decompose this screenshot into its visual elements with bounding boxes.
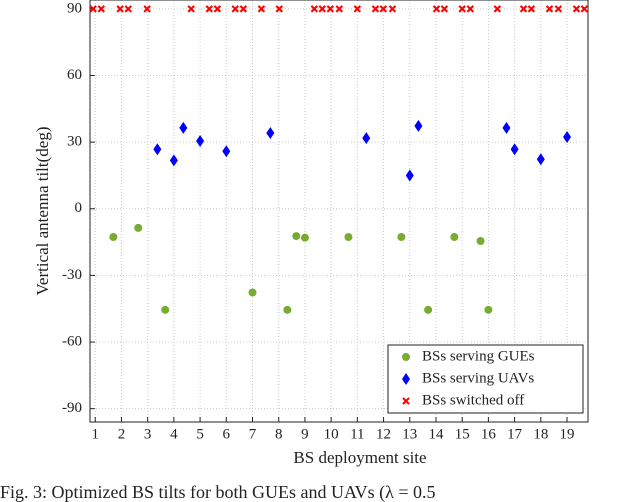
- point: [502, 121, 511, 134]
- x-tick-label: 15: [455, 426, 470, 442]
- point: [213, 5, 222, 13]
- x-tick-label: 19: [560, 426, 575, 442]
- point: [275, 5, 283, 13]
- point: [335, 5, 343, 13]
- point: [458, 5, 466, 13]
- point: [266, 127, 275, 140]
- x-tick-label: 10: [324, 426, 339, 442]
- point: [466, 5, 475, 13]
- point: [310, 5, 319, 13]
- legend-label: BSs serving GUEs: [422, 348, 535, 364]
- x-tick-label: 2: [118, 426, 126, 442]
- point: [153, 143, 162, 156]
- legend-marker: [402, 397, 410, 405]
- point: [161, 305, 170, 314]
- point: [397, 232, 406, 241]
- point: [362, 132, 371, 145]
- point: [519, 5, 528, 13]
- point: [134, 223, 143, 232]
- point: [353, 5, 362, 13]
- x-tick-label: 9: [301, 426, 309, 442]
- x-tick-label: 1: [91, 426, 99, 442]
- point: [450, 232, 459, 241]
- point: [476, 236, 485, 245]
- point: [379, 5, 388, 13]
- point: [169, 154, 178, 167]
- legend-marker: [402, 373, 410, 385]
- x-tick-label: 6: [223, 426, 231, 442]
- x-tick-label: 11: [350, 426, 364, 442]
- y-tick-label: 0: [75, 200, 83, 216]
- point: [344, 232, 353, 241]
- point: [572, 5, 581, 13]
- x-axis-label: BS deployment site: [293, 448, 426, 467]
- point: [536, 153, 545, 166]
- caption: Fig. 3: Optimized BS tilts for both GUEs…: [0, 482, 436, 502]
- point: [116, 5, 124, 13]
- x-tick-label: 12: [376, 426, 391, 442]
- x-tick-label: 14: [428, 426, 444, 442]
- point: [405, 169, 414, 182]
- point: [109, 232, 118, 241]
- point: [143, 5, 151, 13]
- y-tick-label: 90: [67, 0, 82, 16]
- point: [484, 305, 493, 314]
- point: [179, 121, 188, 134]
- x-tick-label: 18: [533, 426, 548, 442]
- y-tick-label: 30: [67, 134, 82, 150]
- point: [205, 5, 213, 13]
- x-tick-label: 17: [507, 426, 523, 442]
- point: [563, 131, 572, 144]
- legend-label: BSs switched off: [422, 392, 524, 408]
- point: [493, 5, 502, 13]
- point: [257, 5, 266, 13]
- point: [231, 5, 239, 13]
- point: [527, 5, 536, 13]
- y-tick-label: -30: [62, 267, 82, 283]
- legend-marker: [402, 353, 410, 361]
- point: [239, 5, 248, 13]
- point: [424, 305, 433, 314]
- point: [318, 5, 326, 13]
- point: [222, 145, 231, 158]
- x-tick-label: 4: [170, 426, 178, 442]
- point: [283, 305, 292, 314]
- point: [554, 5, 563, 13]
- y-tick-label: 60: [67, 67, 82, 83]
- y-tick-label: -60: [62, 333, 82, 349]
- legend-label: BSs serving UAVs: [422, 370, 534, 386]
- point: [580, 5, 589, 13]
- x-tick-label: 3: [144, 426, 152, 442]
- point: [545, 5, 554, 13]
- point: [300, 233, 309, 242]
- x-tick-label: 5: [196, 426, 204, 442]
- point: [292, 232, 301, 241]
- point: [432, 5, 441, 13]
- plot-frame: [89, 0, 589, 423]
- point: [326, 5, 335, 13]
- point: [97, 5, 105, 13]
- point: [187, 5, 195, 13]
- point: [440, 5, 449, 13]
- x-tick-label: 8: [275, 426, 283, 442]
- point: [196, 135, 205, 148]
- x-tick-label: 13: [402, 426, 417, 442]
- point: [248, 288, 257, 297]
- x-tick-label: 7: [249, 426, 257, 442]
- legend-box: [387, 344, 584, 414]
- y-axis-label: Vertical antenna tilt(deg): [33, 127, 52, 296]
- point: [510, 143, 519, 156]
- y-tick-label: -90: [62, 400, 82, 416]
- point: [124, 5, 132, 13]
- point: [89, 5, 97, 13]
- point: [414, 119, 423, 132]
- point: [371, 5, 380, 13]
- point: [388, 5, 397, 13]
- x-tick-label: 16: [481, 426, 497, 442]
